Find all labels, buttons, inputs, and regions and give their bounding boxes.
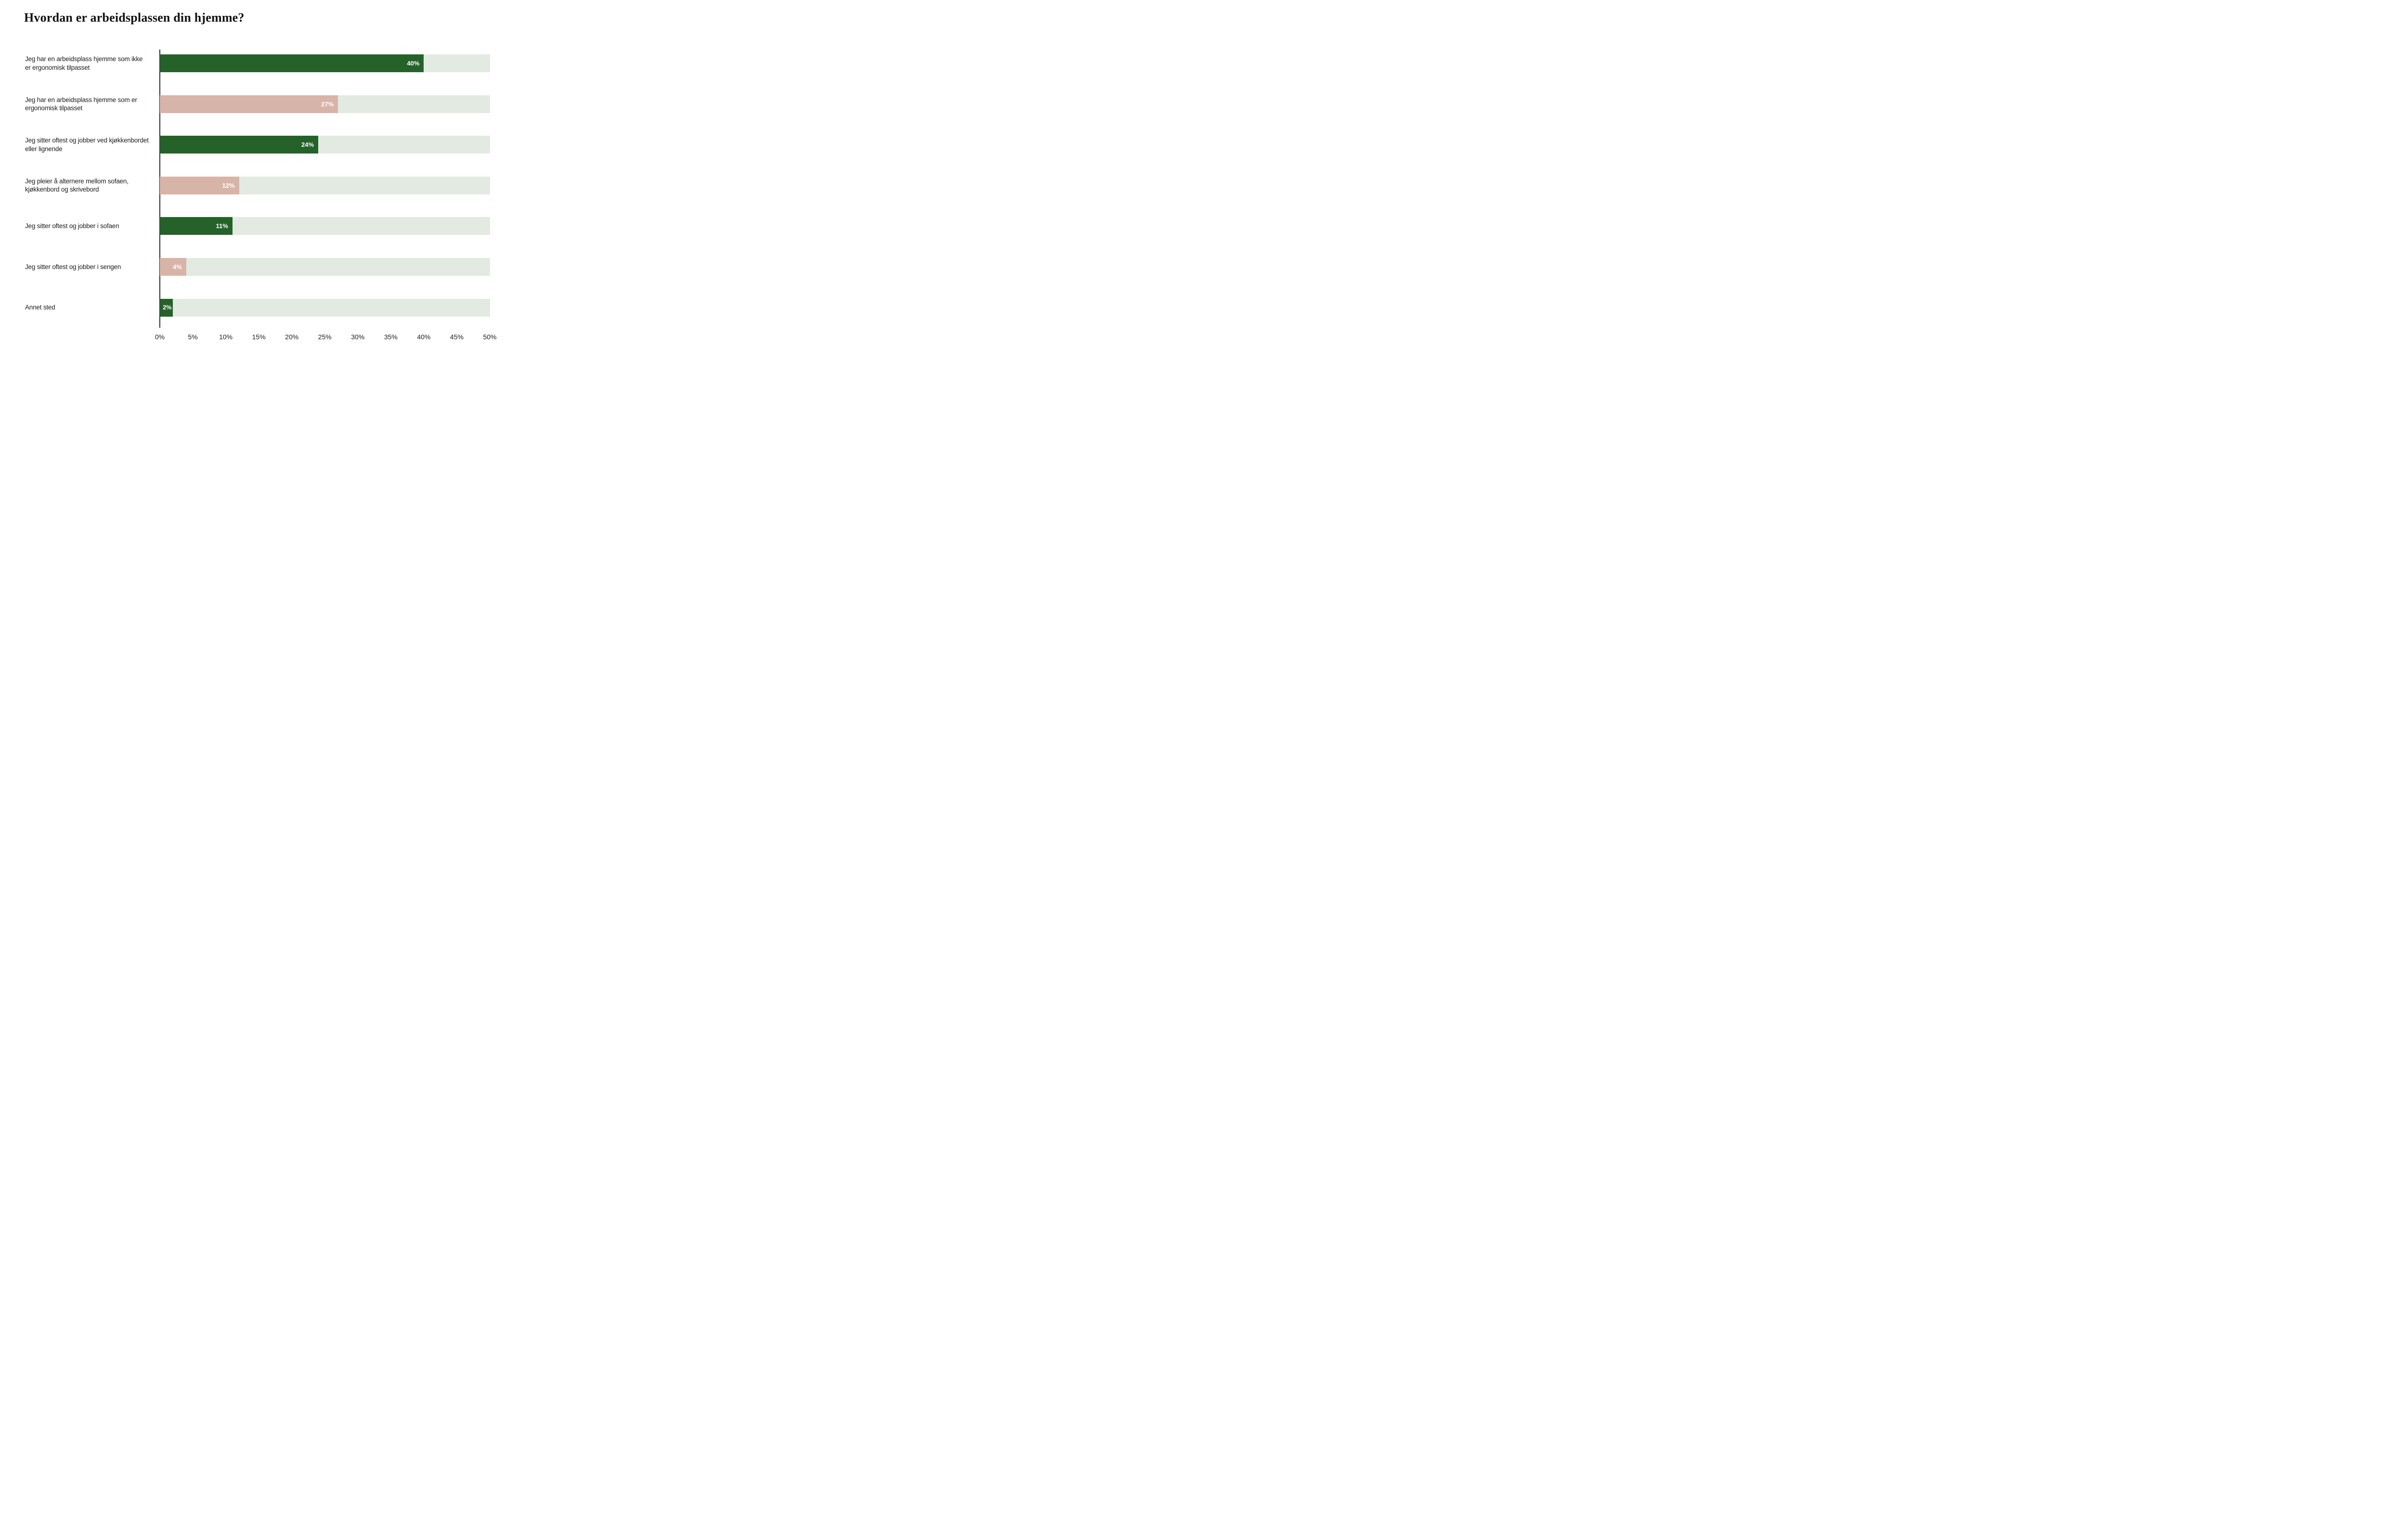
category-label: Jeg pleier å alternere mellom sofaen, kj…: [25, 177, 129, 193]
bar-value-label: 27%: [321, 100, 334, 108]
bar-row: Annet sted 2%: [25, 298, 490, 317]
bar-track: 2%: [160, 298, 490, 317]
bar-row: Jeg har en arbeidsplass hjemme som er er…: [25, 95, 490, 113]
x-tick-label: 35%: [384, 333, 398, 341]
bar-rows: Jeg har en arbeidsplass hjemme som ikke …: [25, 54, 490, 317]
bar-fill: 11%: [160, 217, 233, 235]
category-label: Jeg har en arbeidsplass hjemme som ikke …: [25, 55, 143, 71]
bar-track: 27%: [160, 95, 490, 113]
bar-value-label: 2%: [163, 304, 172, 311]
x-tick-label: 50%: [483, 333, 497, 341]
chart-title: Hvordan er arbeidsplassen din hjemme?: [24, 11, 245, 25]
bar-row: Jeg pleier å alternere mellom sofaen, kj…: [25, 176, 490, 194]
bar-row: Jeg sitter oftest og jobber i sofaen 11%: [25, 217, 490, 235]
category-label: Jeg har en arbeidsplass hjemme som er er…: [25, 96, 137, 112]
x-tick-label: 10%: [219, 333, 233, 341]
category-label: Annet sted: [25, 304, 55, 311]
x-tick-label: 20%: [285, 333, 299, 341]
bar-track: 4%: [160, 257, 490, 276]
category-label: Jeg sitter oftest og jobber ved kjøkkenb…: [25, 137, 149, 153]
bar-value-label: 11%: [216, 222, 228, 230]
bar-value-label: 24%: [301, 141, 314, 149]
bar-value-label: 40%: [407, 60, 420, 67]
bar-track: 24%: [160, 136, 490, 154]
chart-canvas: Hvordan er arbeidsplassen din hjemme? Je…: [0, 0, 685, 385]
bar-track: 40%: [160, 54, 490, 72]
bar-fill: 24%: [160, 136, 319, 154]
bar-track: 11%: [160, 217, 490, 235]
bar-row: Jeg har en arbeidsplass hjemme som ikke …: [25, 54, 490, 72]
category-label: Jeg sitter oftest og jobber i sofaen: [25, 222, 119, 230]
bar-fill: 27%: [160, 95, 338, 113]
x-axis-tick-labels: 0% 5% 10% 15% 20% 25% 30% 35% 40% 45% 50%: [145, 333, 505, 341]
x-tick-label: 40%: [417, 333, 431, 341]
bar-fill: 12%: [160, 176, 239, 194]
bar-row: Jeg sitter oftest og jobber ved kjøkkenb…: [25, 136, 490, 154]
x-tick-label: 30%: [351, 333, 365, 341]
bar-fill: 2%: [160, 298, 173, 317]
bar-fill: 40%: [160, 54, 424, 72]
x-tick-label: 45%: [450, 333, 464, 341]
bar-fill: 4%: [160, 257, 186, 276]
bar-value-label: 4%: [173, 263, 182, 270]
bar-value-label: 12%: [222, 181, 235, 189]
bar-row: Jeg sitter oftest og jobber i sengen 4%: [25, 257, 490, 276]
x-tick-label: 25%: [318, 333, 332, 341]
x-tick-label: 15%: [252, 333, 266, 341]
category-label: Jeg sitter oftest og jobber i sengen: [25, 263, 121, 270]
bar-track: 12%: [160, 176, 490, 194]
x-tick-label: 5%: [188, 333, 198, 341]
x-tick-label: 0%: [155, 333, 165, 341]
